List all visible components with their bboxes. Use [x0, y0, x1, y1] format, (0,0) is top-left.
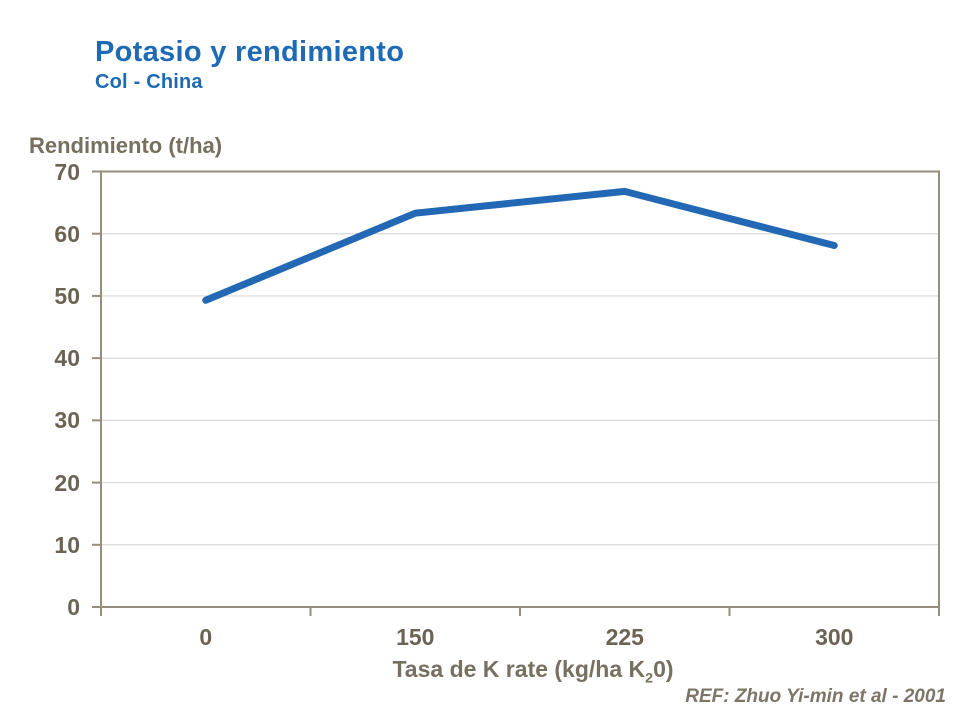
reference-citation: REF: Zhuo Yi-min et al - 2001 [685, 686, 946, 707]
chart-title: Potasio y rendimiento [95, 36, 405, 68]
y-tick-label-0: 0 [67, 594, 80, 620]
x-axis-title-subscript: 2 [645, 670, 654, 687]
x-axis-title: Tasa de K rate (kg/ha K20) [101, 655, 960, 686]
data-series-line [202, 187, 838, 304]
y-tick-label-50: 50 [54, 282, 80, 309]
y-tick-label-10: 10 [54, 531, 80, 558]
x-tick-label-0: 0 [199, 624, 213, 650]
y-tick-label-40: 40 [54, 345, 80, 372]
y-tick-label-60: 60 [54, 220, 80, 247]
chart-subtitle: Col - China [95, 71, 203, 93]
y-tick-label-70: 70 [54, 158, 80, 185]
y-axis-title: Rendimiento (t/ha) [29, 133, 223, 158]
x-tick-label-300: 300 [815, 624, 854, 650]
x-tick-label-225: 225 [605, 624, 644, 650]
x-axis-title-suffix: 0) [653, 656, 674, 682]
y-tick-label-20: 20 [54, 469, 80, 496]
x-tick-label-150: 150 [396, 624, 435, 650]
x-axis-title-text: Tasa de K rate (kg/ha K [392, 656, 646, 682]
y-tick-label-30: 30 [54, 407, 80, 434]
